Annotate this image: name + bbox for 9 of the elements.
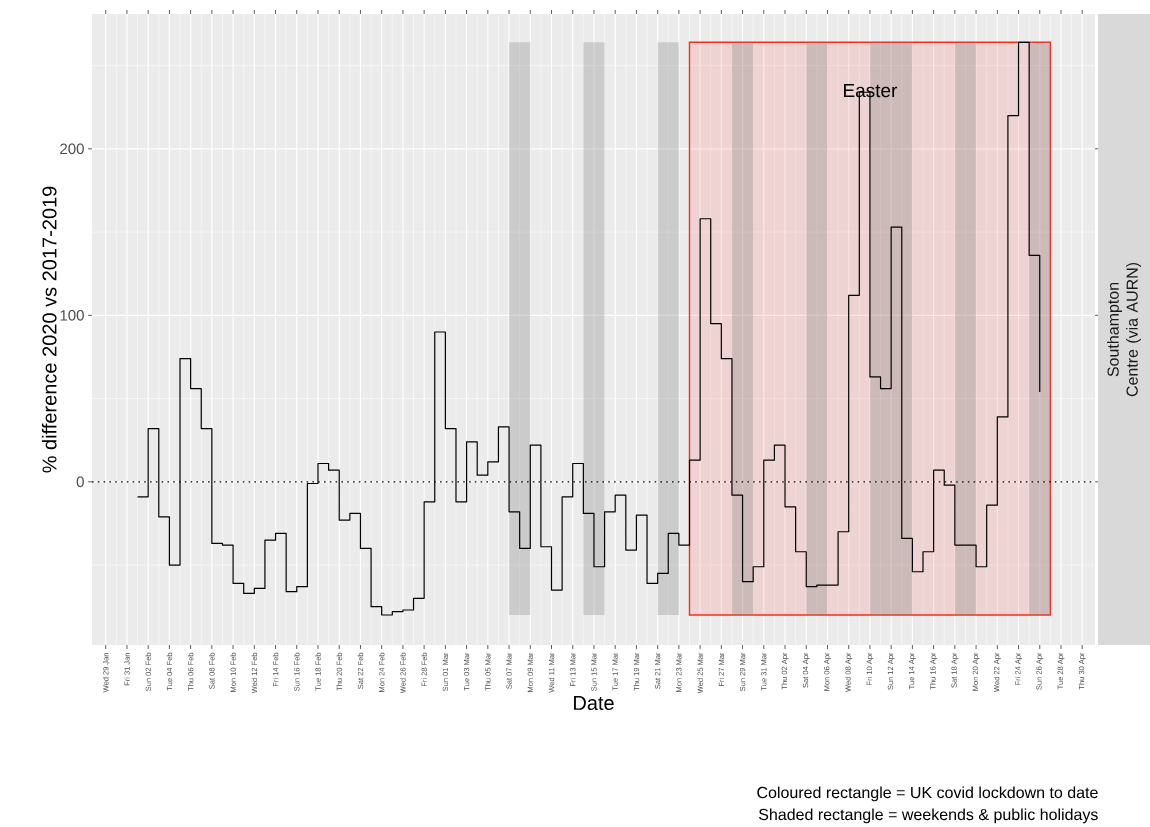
annotation: Easter <box>844 84 898 98</box>
y-tick-label: 100 <box>60 310 84 321</box>
text: Coloured rectangle = UK covid lockdown to date <box>757 786 1098 802</box>
y2-axis-title: Southampton Centre (via AURN) <box>1107 263 1141 397</box>
y-axis-title: % difference 2020 vs 2017-2019 <box>41 186 57 473</box>
text: Shaded rectangle = weekends & public holidays <box>758 808 1098 824</box>
y-tick-label: 0 <box>76 476 84 488</box>
x-axis-title: Date <box>574 696 614 711</box>
y-tick-label: 200 <box>60 143 84 155</box>
